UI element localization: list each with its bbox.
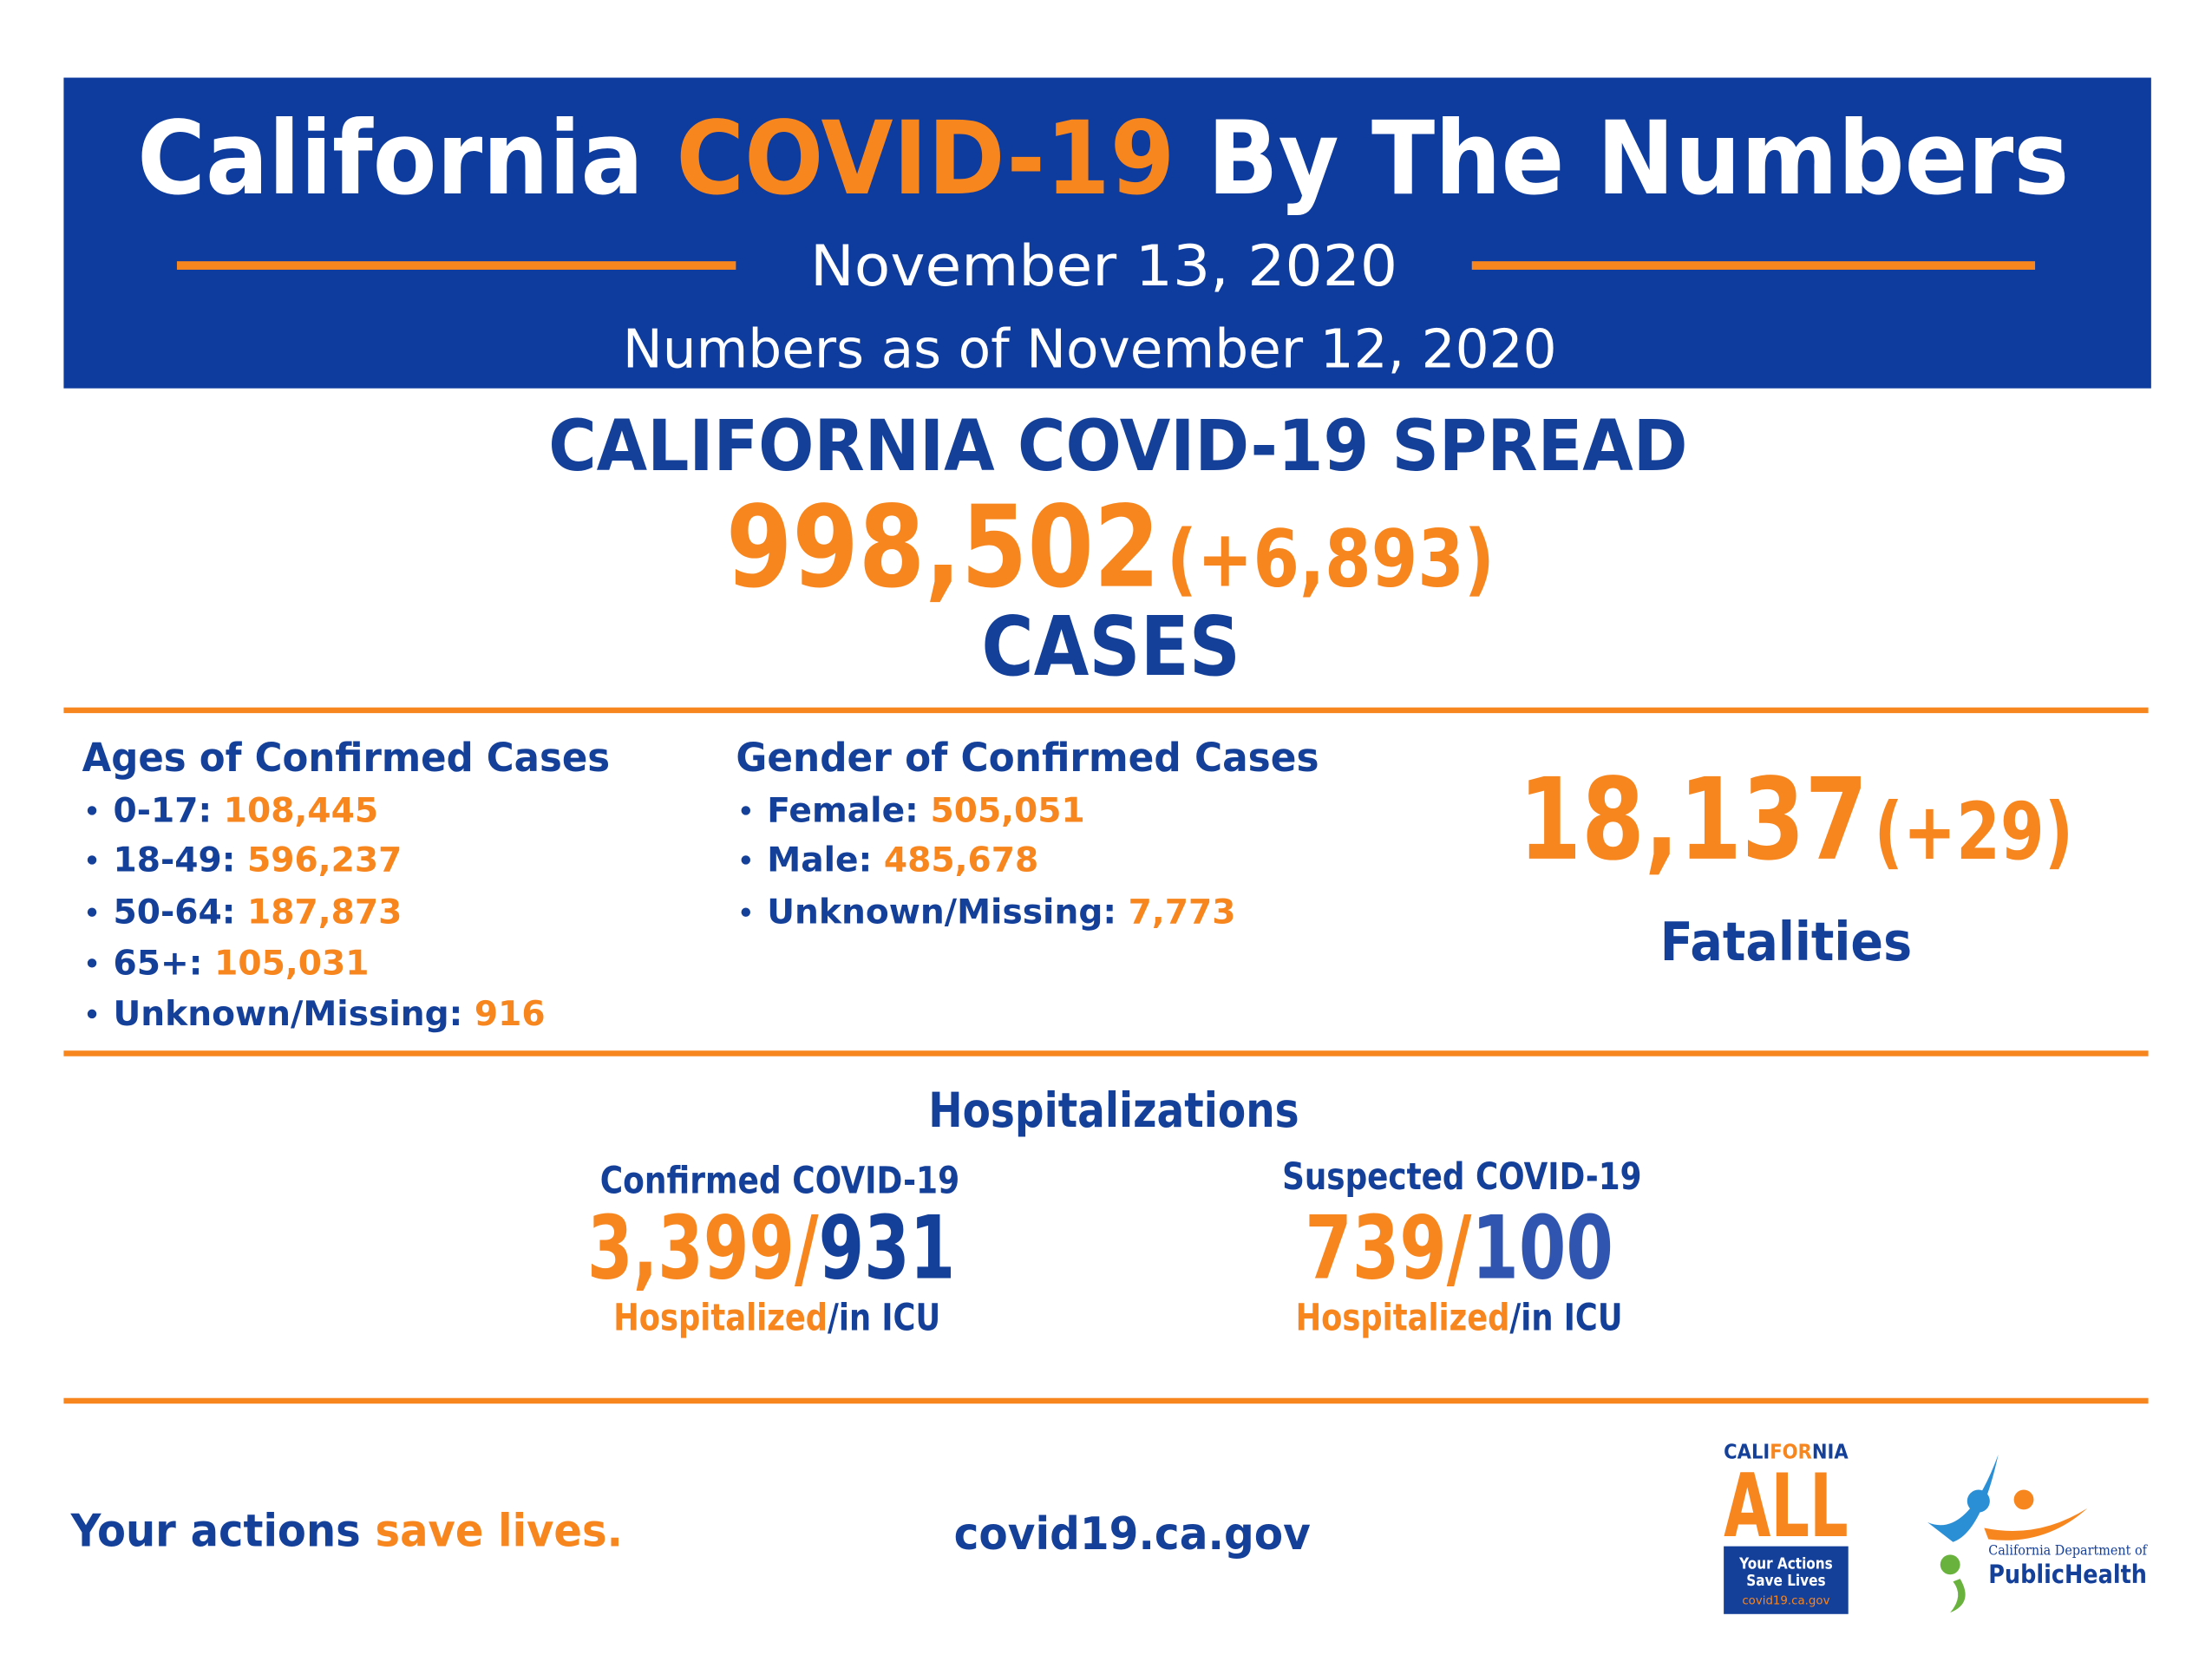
main-title: California COVID-19 By The Numbers — [137, 99, 2069, 218]
logo-all: ALL — [1724, 1455, 1849, 1557]
item-value: 485,678 — [884, 841, 1038, 880]
logo-figure — [1940, 1554, 1960, 1575]
orange-rule — [63, 1050, 2149, 1056]
suspected-hospitalized: 739 — [1305, 1196, 1447, 1298]
fatalities-value: 18,137 — [1519, 754, 1868, 886]
logo-line: Your Actions — [1738, 1555, 1833, 1573]
cdph-logo: California Department of PublicHealth — [1927, 1454, 2148, 1613]
list-item: Unknown/Missing: 916 — [114, 995, 546, 1034]
title-part: COVID-19 — [676, 99, 1175, 218]
logo-box — [1724, 1546, 1849, 1614]
cases-value: 998,502 — [726, 481, 1160, 613]
logo-part: CALI — [1724, 1442, 1770, 1464]
logo-part: FOR — [1770, 1442, 1812, 1464]
item-value: 916 — [474, 995, 546, 1034]
item-label: 65+: — [114, 944, 203, 983]
bullet — [741, 806, 751, 815]
cdph-name: PublicHealth — [1988, 1560, 2147, 1589]
slogan-part: save lives. — [375, 1506, 622, 1558]
confirmed-label: Hospitalized/in ICU — [613, 1297, 940, 1339]
item-label: Unknown/Missing: — [114, 995, 463, 1034]
header-band — [63, 77, 2151, 389]
label-hospitalized: Hospitalized — [1296, 1297, 1510, 1339]
item-label: Unknown/Missing: — [767, 893, 1116, 932]
bullet — [87, 806, 97, 815]
item-value: 7,773 — [1129, 893, 1236, 932]
orange-rule — [63, 1397, 2149, 1404]
title-part: By The Numbers — [1207, 99, 2069, 218]
bullet — [741, 907, 751, 917]
item-label: 0-17: — [114, 792, 213, 831]
confirmed-icu: 931 — [819, 1196, 956, 1298]
item-label: Male: — [767, 841, 872, 880]
gender-title: Gender of Confirmed Cases — [736, 735, 1319, 781]
bullet — [87, 1009, 97, 1019]
cases-change: (+6,893) — [1167, 513, 1495, 605]
logo-california: CALIFORNIA — [1724, 1442, 1849, 1464]
confirmed-title: Confirmed COVID-19 — [600, 1160, 959, 1202]
separator: / — [1447, 1196, 1472, 1298]
logo-line: Save Lives — [1746, 1572, 1825, 1590]
cdph-line: California Department of — [1988, 1541, 2148, 1558]
orange-rule — [63, 707, 2149, 714]
logo-swoosh — [1984, 1508, 2088, 1541]
bullet — [87, 907, 97, 917]
label-icu: /in ICU — [1509, 1297, 1622, 1339]
slogan: Your actions save lives. — [70, 1506, 623, 1558]
as-of-date: Numbers as of November 12, 2020 — [623, 317, 1557, 380]
fatalities-change: (+29) — [1875, 785, 2074, 878]
cases-line: 998,502 (+6,893) — [726, 481, 1495, 613]
suspected-title: Suspected COVID-19 — [1282, 1155, 1641, 1198]
item-label: Female: — [767, 792, 919, 831]
spread-title: CALIFORNIA COVID-19 SPREAD — [548, 405, 1687, 487]
logo-swoosh — [1927, 1454, 1999, 1542]
suspected-numbers: 739/100 — [1305, 1196, 1613, 1298]
slogan-part: Your actions — [70, 1506, 361, 1558]
item-label: 18-49: — [114, 841, 236, 880]
list-item: 65+: 105,031 — [114, 944, 370, 983]
title-part: California — [137, 99, 644, 218]
separator: / — [795, 1196, 819, 1298]
fatalities-line: 18,137 (+29) — [1519, 754, 2074, 886]
item-value: 505,051 — [930, 792, 1084, 831]
bullet — [87, 855, 97, 865]
logo-figure — [2013, 1489, 2034, 1510]
confirmed-numbers: 3,399/931 — [587, 1196, 955, 1298]
logo-swoosh — [1950, 1579, 1966, 1613]
ages-list: 0-17: 108,445 18-49: 596,237 50-64: 187,87… — [87, 792, 546, 1034]
bullet — [87, 958, 97, 968]
item-label: 50-64: — [114, 893, 236, 932]
hospitalizations-title: Hospitalizations — [928, 1083, 1299, 1139]
item-value: 105,031 — [214, 944, 369, 983]
item-value: 187,873 — [247, 893, 402, 932]
website[interactable]: covid19.ca.gov — [954, 1508, 1311, 1560]
date: November 13, 2020 — [810, 233, 1397, 299]
list-item: 50-64: 187,873 — [114, 893, 402, 932]
list-item: Unknown/Missing: 7,773 — [767, 893, 1235, 932]
suspected-label: Hospitalized/in ICU — [1296, 1297, 1623, 1339]
fatalities-label: Fatalities — [1660, 911, 1912, 973]
cases-label: CASES — [981, 599, 1240, 695]
suspected-icu: 100 — [1471, 1196, 1613, 1298]
logo-url: covid19.ca.gov — [1742, 1594, 1829, 1607]
list-item: Male: 485,678 — [767, 841, 1038, 880]
list-item: 18-49: 596,237 — [114, 841, 402, 880]
label-hospitalized: Hospitalized — [613, 1297, 828, 1339]
logo-part: NIA — [1812, 1442, 1849, 1464]
list-item: Female: 505,051 — [767, 792, 1085, 831]
orange-rule — [1471, 261, 2036, 270]
gender-list: Female: 505,051 Male: 485,678 Unknown/Miss… — [741, 792, 1236, 932]
item-value: 108,445 — [224, 792, 378, 831]
ages-title: Ages of Confirmed Cases — [82, 735, 611, 781]
confirmed-hospitalized: 3,399 — [587, 1196, 795, 1298]
list-item: 0-17: 108,445 — [114, 792, 379, 831]
bullet — [741, 855, 751, 865]
item-value: 596,237 — [247, 841, 402, 880]
california-all-logo: CALIFORNIA ALL Your Actions Save Lives c… — [1724, 1442, 1849, 1614]
orange-rule — [176, 261, 736, 270]
label-icu: /in ICU — [828, 1297, 940, 1339]
